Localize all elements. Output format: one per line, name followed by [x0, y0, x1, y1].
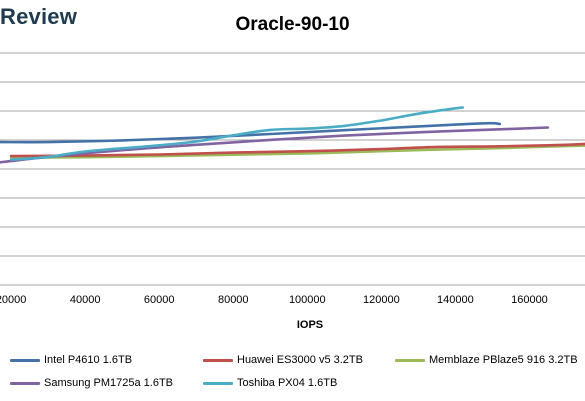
legend-item: Huawei ES3000 v5 3.2TB — [203, 354, 363, 366]
chart-title: Oracle-90-10 — [235, 14, 350, 35]
x-axis-label: IOPS — [297, 319, 323, 331]
series-line — [9, 106, 465, 161]
series-lines — [0, 106, 585, 164]
x-tick-label: 20000 — [0, 294, 26, 306]
x-tick-label: 80000 — [218, 294, 249, 306]
series-line — [0, 126, 550, 164]
series-line — [9, 142, 585, 158]
series-line — [9, 144, 585, 159]
legend-swatch — [10, 381, 40, 385]
x-tick-label: 60000 — [144, 294, 175, 306]
x-tick-label: 120000 — [363, 294, 400, 306]
x-tick-labels: 20000 40000 60000 80000 100000 120000 140000 16… — [0, 294, 548, 306]
line-chart: 20000 40000 60000 80000 100000 120000 140000 16… — [0, 52, 585, 331]
legend-label: Intel P4610 1.6TB — [44, 354, 133, 366]
legend-item: Toshiba PX04 1.6TB — [203, 377, 337, 389]
legend-swatch — [203, 381, 233, 385]
legend-item: Samsung PM1725a 1.6TB — [10, 377, 173, 389]
site-brand: Review — [0, 4, 78, 29]
series-line — [0, 121, 502, 144]
gridlines — [0, 52, 585, 286]
legend-label: Samsung PM1725a 1.6TB — [44, 377, 174, 389]
x-tick-label: 100000 — [289, 294, 326, 306]
legend-item: Intel P4610 1.6TB — [10, 354, 132, 366]
chart-legend: Intel P4610 1.6TB Huawei ES3000 v5 3.2TB M… — [0, 348, 585, 398]
x-tick-label: 140000 — [437, 294, 474, 306]
x-tick-label: 40000 — [70, 294, 101, 306]
legend-swatch — [10, 358, 40, 362]
legend-label: Huawei ES3000 v5 3.2TB — [237, 354, 363, 366]
legend-swatch — [395, 358, 425, 362]
legend-label: Toshiba PX04 1.6TB — [237, 377, 338, 389]
legend-label: Memblaze PBlaze5 916 3.2TB — [429, 354, 578, 366]
x-tick-label: 160000 — [511, 294, 548, 306]
legend-item: Memblaze PBlaze5 916 3.2TB — [395, 354, 578, 366]
legend-swatch — [203, 358, 233, 362]
